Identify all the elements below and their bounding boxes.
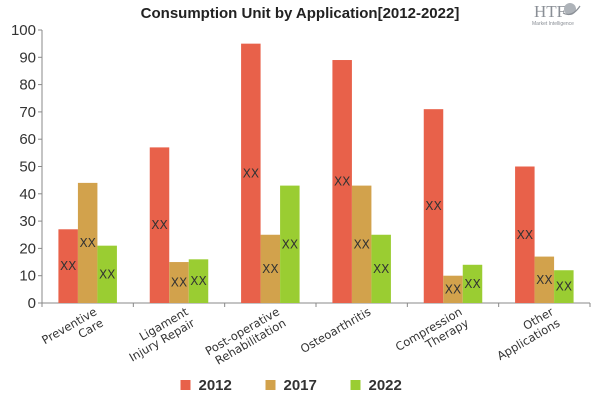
data-label: XX (171, 276, 187, 290)
bar-2017 (534, 256, 555, 303)
x-tick-label: LigamentInjury Repair (120, 304, 197, 364)
y-tick-label: 40 (19, 186, 36, 203)
legend-swatch-2012 (180, 380, 191, 390)
data-label: XX (445, 282, 461, 296)
data-label: XX (556, 280, 572, 294)
data-label: XX (151, 218, 167, 232)
x-tick-label: CompressionTherapy (393, 304, 471, 365)
data-label: XX (517, 228, 533, 242)
chart-title: Consumption Unit by Application[2012-202… (141, 5, 460, 22)
legend: 2012 2017 2022 (180, 377, 402, 394)
logo-main-text: HTF (534, 2, 566, 21)
data-label: XX (353, 237, 369, 251)
data-label: XX (373, 262, 389, 276)
y-tick-label: 100 (11, 22, 36, 39)
x-tick-label: PreventiveCare (39, 304, 105, 358)
data-label: XX (60, 259, 76, 273)
logo-swoosh-icon (562, 5, 581, 16)
data-label: XX (464, 277, 480, 291)
legend-label-2017: 2017 (284, 377, 317, 394)
data-label: XX (79, 236, 95, 250)
bar-2022 (280, 185, 300, 303)
legend-swatch-2022 (350, 380, 361, 390)
bar-2017 (260, 234, 281, 303)
y-tick-label: 0 (28, 295, 36, 312)
y-tick-label: 50 (19, 159, 36, 176)
bar-2012 (332, 60, 352, 303)
data-label: XX (243, 166, 259, 180)
bar-2012 (58, 229, 78, 303)
x-tick-label: Post-operativeRehabilitation (203, 304, 289, 369)
y-axis: 0 10 20 30 40 50 60 70 80 90 100 (11, 22, 43, 312)
x-axis (41, 302, 591, 307)
logo-globe-icon (564, 3, 576, 15)
bar-2017 (351, 185, 372, 303)
bar-2012 (241, 43, 261, 304)
data-label: XX (282, 237, 298, 251)
y-tick-label: 10 (19, 268, 36, 285)
y-tick-label: 70 (19, 104, 36, 121)
bar-2012 (149, 147, 170, 303)
bar-2022 (188, 259, 209, 303)
data-label: XX (536, 273, 552, 287)
data-label: XX (425, 199, 441, 213)
bar-2022 (554, 270, 574, 303)
data-label: XX (190, 274, 206, 288)
y-tick-label: 60 (19, 131, 36, 148)
bar-2022 (371, 234, 391, 303)
y-tick-label: 20 (19, 240, 36, 257)
htf-logo: HTF Market Intelligence (532, 2, 581, 27)
y-tick-label: 90 (19, 49, 36, 66)
data-label: XX (262, 262, 278, 276)
x-tick-label: Osteoarthritis (298, 304, 373, 356)
bar-2012 (423, 109, 444, 303)
legend-label-2022: 2022 (369, 377, 402, 394)
data-label: XX (334, 175, 350, 189)
data-label: XX (99, 267, 115, 281)
bar-2022 (97, 245, 117, 303)
legend-label-2012: 2012 (199, 377, 232, 394)
bar-2017 (169, 262, 189, 303)
bars (58, 43, 574, 304)
x-tick-label: OtherApplications (488, 304, 563, 363)
category-labels: PreventiveCare LigamentInjury Repair Post-… (39, 304, 563, 369)
logo-sub-text: Market Intelligence (532, 21, 574, 27)
y-tick-label: 30 (19, 213, 36, 230)
y-tick-label: 80 (19, 77, 36, 94)
legend-swatch-2017 (265, 380, 276, 390)
bar-2017 (443, 275, 463, 303)
bar-2012 (515, 166, 535, 303)
bar-2017 (77, 182, 98, 303)
bar-2022 (462, 264, 483, 303)
